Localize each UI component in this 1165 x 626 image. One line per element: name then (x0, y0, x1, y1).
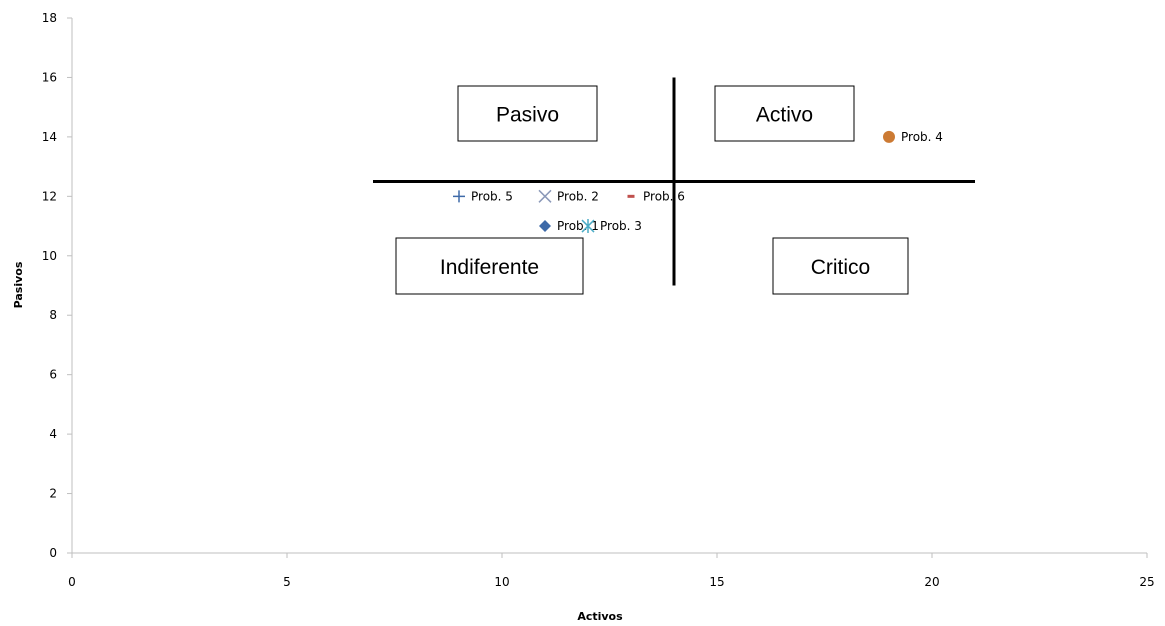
x-tick-label: 15 (709, 575, 724, 589)
quadrant-label-pasivo-box (457, 85, 598, 142)
quadrant-label-critico-text: Critico (811, 256, 871, 279)
point-marker (453, 190, 465, 203)
x-tick-label: 25 (1139, 575, 1154, 589)
y-tick-label: 6 (49, 368, 57, 382)
point-label: Prob. 4 (901, 130, 943, 144)
point-marker (538, 189, 552, 203)
point-marker (581, 219, 595, 234)
y-tick-labels: 0 2 4 6 8 10 12 14 16 18 (42, 11, 72, 560)
quadrant-label-indiferente-box (395, 237, 584, 295)
y-tick-label: 0 (49, 546, 57, 560)
y-tick-label: 8 (49, 308, 57, 322)
point-marker (627, 194, 635, 198)
y-axis-title: Pasivos (12, 261, 25, 308)
x-tick-label: 5 (283, 575, 291, 589)
point-prob-1: Prob. 1 (539, 219, 599, 233)
point-marker (883, 130, 895, 143)
point-label: Prob. 5 (471, 189, 513, 203)
x-tick-label: 10 (494, 575, 509, 589)
quadrant-label-pasivo-text: Pasivo (496, 104, 559, 127)
quadrant-label-indiferente-text: Indiferente (440, 256, 539, 279)
y-tick-label: 18 (42, 11, 57, 25)
y-tick-label: 12 (42, 189, 57, 203)
point-prob-4: Prob. 4 (883, 130, 943, 144)
data-points: Prob. 1 Prob. 2 Prob. 3 Prob. 4 Prob. 5 Prob.… (453, 130, 943, 234)
quadrant-label-indiferente: Indiferente (395, 237, 584, 295)
y-tick-label: 14 (42, 130, 57, 144)
point-prob-2: Prob. 2 (538, 189, 599, 203)
quadrant-labels: Pasivo Activo Indiferente Critico (395, 85, 909, 295)
point-marker (539, 220, 551, 233)
x-tick-labels: 0 5 10 15 20 25 (68, 553, 1155, 589)
point-label: Prob. 2 (557, 189, 599, 203)
plot-area: 0 5 10 15 20 25 0 2 4 6 8 10 12 14 16 18 Activos Pasiv… (12, 11, 1155, 623)
quadrant-label-activo-text: Activo (756, 104, 813, 127)
quadrant-label-critico: Critico (772, 237, 909, 295)
y-tick-label: 4 (49, 427, 57, 441)
x-tick-label: 0 (68, 575, 76, 589)
y-tick-label: 10 (42, 249, 57, 263)
quadrant-label-activo: Activo (714, 85, 855, 142)
point-label: Prob. 6 (643, 189, 685, 203)
point-prob-6: Prob. 6 (627, 189, 685, 203)
x-axis-title: Activos (577, 610, 623, 623)
y-tick-label: 16 (42, 70, 57, 84)
quadrant-label-critico-box (772, 237, 909, 295)
y-tick-label: 2 (49, 487, 57, 501)
x-tick-label: 20 (924, 575, 939, 589)
point-prob-5: Prob. 5 (453, 189, 513, 203)
quadrant-label-activo-box (714, 85, 855, 142)
quadrant-label-pasivo: Pasivo (457, 85, 598, 142)
quadrant-divider-lines (373, 77, 975, 286)
point-prob-3: Prob. 3 (581, 219, 642, 234)
point-label: Prob. 3 (600, 219, 642, 233)
